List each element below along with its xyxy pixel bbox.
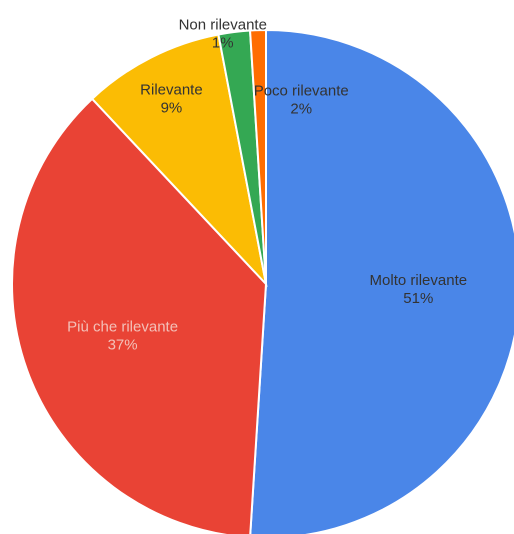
slice-label-molto-rilevante: Molto rilevante	[370, 272, 468, 289]
slices-layer	[11, 28, 514, 534]
pie-slice-rilevante	[90, 33, 268, 288]
slice-value-piu-che-rilevante: 37%	[108, 337, 138, 354]
pie-slice-piu-che-rilevante	[11, 97, 268, 534]
slice-value-molto-rilevante: 51%	[403, 290, 433, 307]
pie-slice-molto-rilevante	[249, 28, 514, 534]
slice-label-piu-che-rilevante: Più che rilevante	[67, 319, 178, 336]
slice-value-poco-rilevante: 2%	[290, 100, 312, 117]
slice-value-non-rilevante: 1%	[212, 35, 234, 52]
slice-value-rilevante: 9%	[161, 99, 183, 116]
slice-label-non-rilevante: Non rilevante	[179, 17, 267, 34]
slice-label-rilevante: Rilevante	[140, 81, 203, 98]
pie-slice-non-rilevante	[248, 28, 267, 285]
slice-label-poco-rilevante: Poco rilevante	[254, 82, 349, 99]
